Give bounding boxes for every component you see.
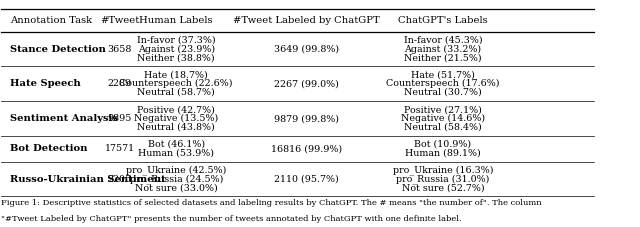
Text: Against (33.2%): Against (33.2%) [404, 44, 481, 54]
Text: Bot Detection: Bot Detection [10, 144, 88, 153]
Text: Negative (14.6%): Negative (14.6%) [401, 114, 485, 123]
Text: Neutral (30.7%): Neutral (30.7%) [404, 88, 482, 97]
Text: #Tweet: #Tweet [100, 16, 140, 25]
Text: Annotation Task: Annotation Task [10, 16, 92, 25]
Text: ChatGPT's Labels: ChatGPT's Labels [398, 16, 488, 25]
Text: Hate Speech: Hate Speech [10, 79, 81, 88]
Text: Stance Detection: Stance Detection [10, 44, 106, 54]
Text: Bot (46.1%): Bot (46.1%) [148, 140, 205, 149]
Text: 3658: 3658 [108, 44, 132, 54]
Text: Counterspeech (17.6%): Counterspeech (17.6%) [386, 79, 500, 88]
Text: Not sure (52.7%): Not sure (52.7%) [401, 183, 484, 192]
Text: 3649 (99.8%): 3649 (99.8%) [274, 44, 339, 54]
Text: Neutral (58.4%): Neutral (58.4%) [404, 123, 482, 132]
Text: Sentiment Analysis: Sentiment Analysis [10, 114, 118, 123]
Text: 16816 (99.9%): 16816 (99.9%) [271, 144, 342, 153]
Text: Positive (27.1%): Positive (27.1%) [404, 105, 482, 114]
Text: pro_Russia (24.5%): pro_Russia (24.5%) [129, 174, 223, 184]
Text: "#Tweet Labeled by ChatGPT" presents the number of tweets annotated by ChatGPT w: "#Tweet Labeled by ChatGPT" presents the… [1, 215, 462, 223]
Text: pro_Ukraine (16.3%): pro_Ukraine (16.3%) [392, 165, 493, 175]
Text: 2267 (99.0%): 2267 (99.0%) [274, 79, 339, 88]
Text: 2205: 2205 [108, 175, 132, 184]
Text: Negative (13.5%): Negative (13.5%) [134, 114, 218, 123]
Text: Figure 1: Descriptive statistics of selected datasets and labeling results by Ch: Figure 1: Descriptive statistics of sele… [1, 199, 542, 207]
Text: Neutral (58.7%): Neutral (58.7%) [138, 88, 215, 97]
Text: Human (89.1%): Human (89.1%) [405, 149, 481, 158]
Text: Human (53.9%): Human (53.9%) [138, 149, 214, 158]
Text: Human Labels: Human Labels [140, 16, 213, 25]
Text: 17571: 17571 [105, 144, 135, 153]
Text: Bot (10.9%): Bot (10.9%) [414, 140, 472, 149]
Text: Neither (38.8%): Neither (38.8%) [138, 53, 215, 62]
Text: 2289: 2289 [108, 79, 132, 88]
Text: 2110 (95.7%): 2110 (95.7%) [274, 175, 339, 184]
Text: Positive (42.7%): Positive (42.7%) [137, 105, 215, 114]
Text: Neutral (43.8%): Neutral (43.8%) [138, 123, 215, 132]
Text: Neither (21.5%): Neither (21.5%) [404, 53, 482, 62]
Text: Against (23.9%): Against (23.9%) [138, 44, 215, 54]
Text: pro_Ukraine (42.5%): pro_Ukraine (42.5%) [126, 165, 227, 175]
Text: Hate (18.7%): Hate (18.7%) [145, 71, 208, 80]
Text: In-favor (45.3%): In-favor (45.3%) [404, 36, 482, 45]
Text: #Tweet Labeled by ChatGPT: #Tweet Labeled by ChatGPT [233, 16, 380, 25]
Text: pro_Russia (31.0%): pro_Russia (31.0%) [396, 174, 490, 184]
Text: 9879 (99.8%): 9879 (99.8%) [274, 114, 339, 123]
Text: In-favor (37.3%): In-favor (37.3%) [137, 36, 216, 45]
Text: Counterspeech (22.6%): Counterspeech (22.6%) [120, 79, 233, 88]
Text: 9895: 9895 [108, 114, 132, 123]
Text: Hate (51.7%): Hate (51.7%) [411, 71, 475, 80]
Text: Russo-Ukrainian Sentiment: Russo-Ukrainian Sentiment [10, 175, 166, 184]
Text: Not sure (33.0%): Not sure (33.0%) [135, 183, 218, 192]
